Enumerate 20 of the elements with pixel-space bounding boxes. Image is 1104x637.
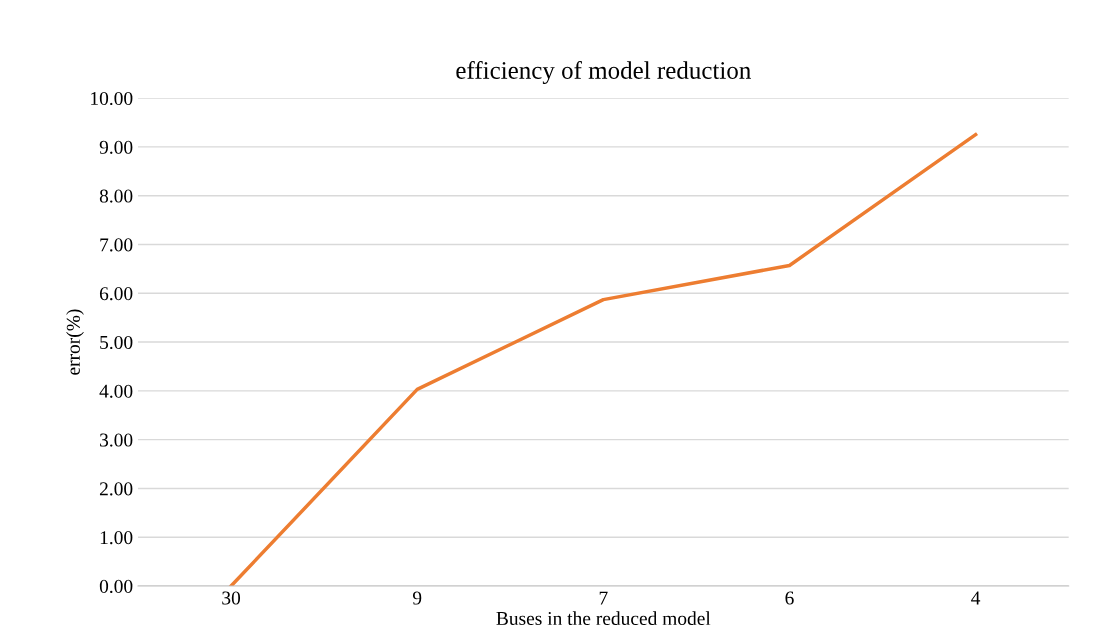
y-tick-label: 4.00	[99, 384, 133, 398]
x-tick-label: 9	[412, 591, 422, 605]
y-tick-label: 8.00	[99, 189, 133, 203]
y-tick-label: 3.00	[100, 433, 133, 447]
y-tick-label: 9.00	[99, 140, 133, 154]
y-axis-title: error(%)	[66, 309, 84, 375]
line-series	[229, 132, 978, 587]
y-tick-label: 1.00	[100, 531, 133, 545]
x-tick-label: 30	[222, 591, 241, 605]
y-tick-label: 2.00	[99, 482, 133, 496]
x-axis-title: Buses in the reduced model	[496, 611, 711, 625]
y-tick-label: 7.00	[100, 238, 133, 252]
x-tick-label: 7	[599, 591, 608, 605]
chart-title: efficiency of model reduction	[456, 61, 751, 85]
x-tick-label: 6	[785, 591, 794, 605]
y-tick-label: 5.00	[100, 335, 133, 350]
y-tick-label: 6.00	[99, 287, 133, 301]
y-tick-label: 0.00	[99, 579, 133, 594]
y-tick-label: 10.00	[91, 91, 133, 106]
x-tick-label: 4	[971, 591, 981, 605]
